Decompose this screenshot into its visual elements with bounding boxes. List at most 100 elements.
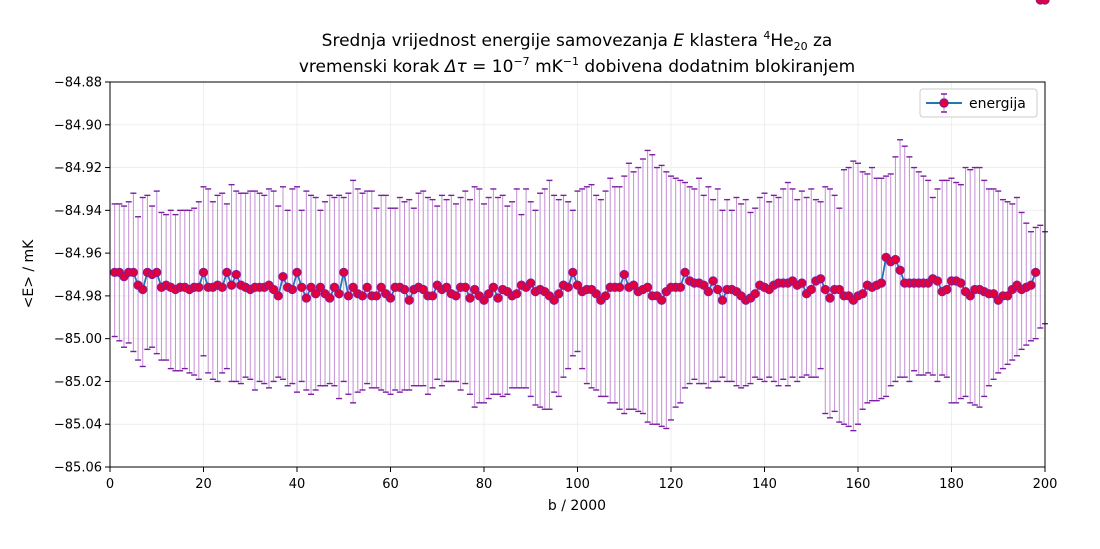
- data-point: [858, 289, 868, 299]
- data-point: [876, 278, 887, 288]
- y-tick-label: −85.04: [54, 418, 102, 433]
- data-point: [278, 271, 288, 282]
- data-point: [526, 278, 536, 288]
- y-tick-label: −84.92: [54, 161, 102, 176]
- data-point: [128, 267, 139, 278]
- data-point: [217, 282, 227, 292]
- data-point: [988, 289, 999, 299]
- data-point: [713, 284, 723, 295]
- data-point: [614, 282, 625, 292]
- data-point: [292, 267, 302, 278]
- x-tick-label: 60: [382, 477, 399, 492]
- legend-marker-sample: [939, 98, 949, 108]
- y-tick-label: −85.00: [54, 332, 102, 347]
- data-point: [297, 282, 307, 292]
- data-point: [563, 282, 573, 292]
- data-point: [1026, 280, 1036, 290]
- data-point: [815, 274, 826, 284]
- data-point: [568, 267, 578, 278]
- data-point: [642, 282, 653, 292]
- y-tick-label: −84.96: [54, 247, 102, 262]
- x-axis-ticks: 0 20 40 60 80 100 120 140 160 180 200: [106, 467, 1058, 492]
- x-tick-label: 180: [939, 477, 964, 492]
- data-point: [512, 289, 522, 299]
- x-tick-label: 120: [659, 477, 684, 492]
- y-tick-label: −84.94: [54, 204, 102, 219]
- x-tick-label: 100: [565, 477, 590, 492]
- data-point: [427, 291, 438, 301]
- series-markers: [110, 0, 1050, 305]
- y-tick-label: −84.98: [54, 289, 102, 304]
- data-point: [834, 284, 844, 295]
- data-point: [932, 276, 943, 286]
- chart-title-line-1: Srednja vrijednost energije samovezanja …: [322, 29, 833, 53]
- data-point: [311, 289, 321, 299]
- data-point: [404, 295, 414, 305]
- data-point: [708, 276, 718, 286]
- y-axis-ticks: −84.88 −84.90 −84.92 −84.94 −84.96 −84.98 −85.…: [54, 76, 110, 476]
- data-point: [194, 282, 204, 292]
- data-point: [152, 267, 162, 278]
- x-tick-label: 0: [106, 477, 114, 492]
- data-point: [138, 284, 148, 295]
- data-point: [357, 291, 368, 301]
- y-axis-label: <E> / mK: [21, 239, 37, 309]
- data-point: [488, 282, 498, 292]
- legend-box: [919, 88, 1038, 118]
- data-point: [549, 295, 559, 305]
- x-tick-label: 40: [289, 477, 306, 492]
- data-point: [399, 284, 410, 295]
- data-point: [895, 265, 905, 275]
- data-point: [226, 280, 237, 290]
- data-point: [465, 293, 475, 303]
- data-point: [657, 295, 667, 305]
- data-point: [717, 295, 728, 305]
- data-point: [479, 295, 489, 305]
- data-point: [268, 284, 279, 295]
- x-tick-label: 200: [1033, 477, 1058, 492]
- data-point: [619, 269, 629, 280]
- legend: energija: [919, 88, 1038, 118]
- data-point: [469, 284, 480, 295]
- data-point: [348, 282, 358, 292]
- chart-title-line-2: vremenski korak Δτ = 10−7 mK−1 dobivena …: [299, 55, 855, 77]
- data-point: [750, 289, 760, 299]
- data-point: [600, 291, 611, 301]
- data-point: [418, 284, 428, 295]
- data-point: [306, 282, 316, 292]
- data-point: [680, 267, 690, 278]
- data-point: [329, 282, 340, 292]
- data-point: [1002, 291, 1013, 301]
- data-point: [343, 291, 354, 301]
- data-point: [554, 289, 564, 299]
- x-tick-label: 140: [752, 477, 777, 492]
- x-axis-label: b / 2000: [548, 498, 606, 514]
- data-point: [371, 291, 382, 301]
- x-tick-label: 80: [476, 477, 493, 492]
- data-point: [460, 282, 470, 292]
- data-point: [287, 284, 297, 295]
- y-tick-label: −85.02: [54, 375, 102, 390]
- data-point: [675, 282, 685, 292]
- data-point: [493, 293, 503, 303]
- data-point: [699, 280, 709, 290]
- data-point: [572, 280, 583, 290]
- data-point: [703, 286, 714, 297]
- data-point: [315, 282, 326, 292]
- data-point: [334, 289, 344, 299]
- legend-label-energija: energija: [969, 96, 1026, 112]
- data-point: [198, 267, 209, 278]
- y-tick-label: −85.06: [54, 461, 102, 476]
- data-point: [825, 293, 835, 303]
- data-point: [820, 284, 830, 295]
- data-point: [806, 284, 816, 295]
- data-point: [273, 291, 283, 301]
- data-point: [628, 280, 639, 290]
- y-tick-label: −84.90: [54, 118, 102, 133]
- data-point: [339, 267, 349, 278]
- x-tick-label: 160: [846, 477, 871, 492]
- data-point: [591, 289, 601, 299]
- data-point: [385, 293, 396, 303]
